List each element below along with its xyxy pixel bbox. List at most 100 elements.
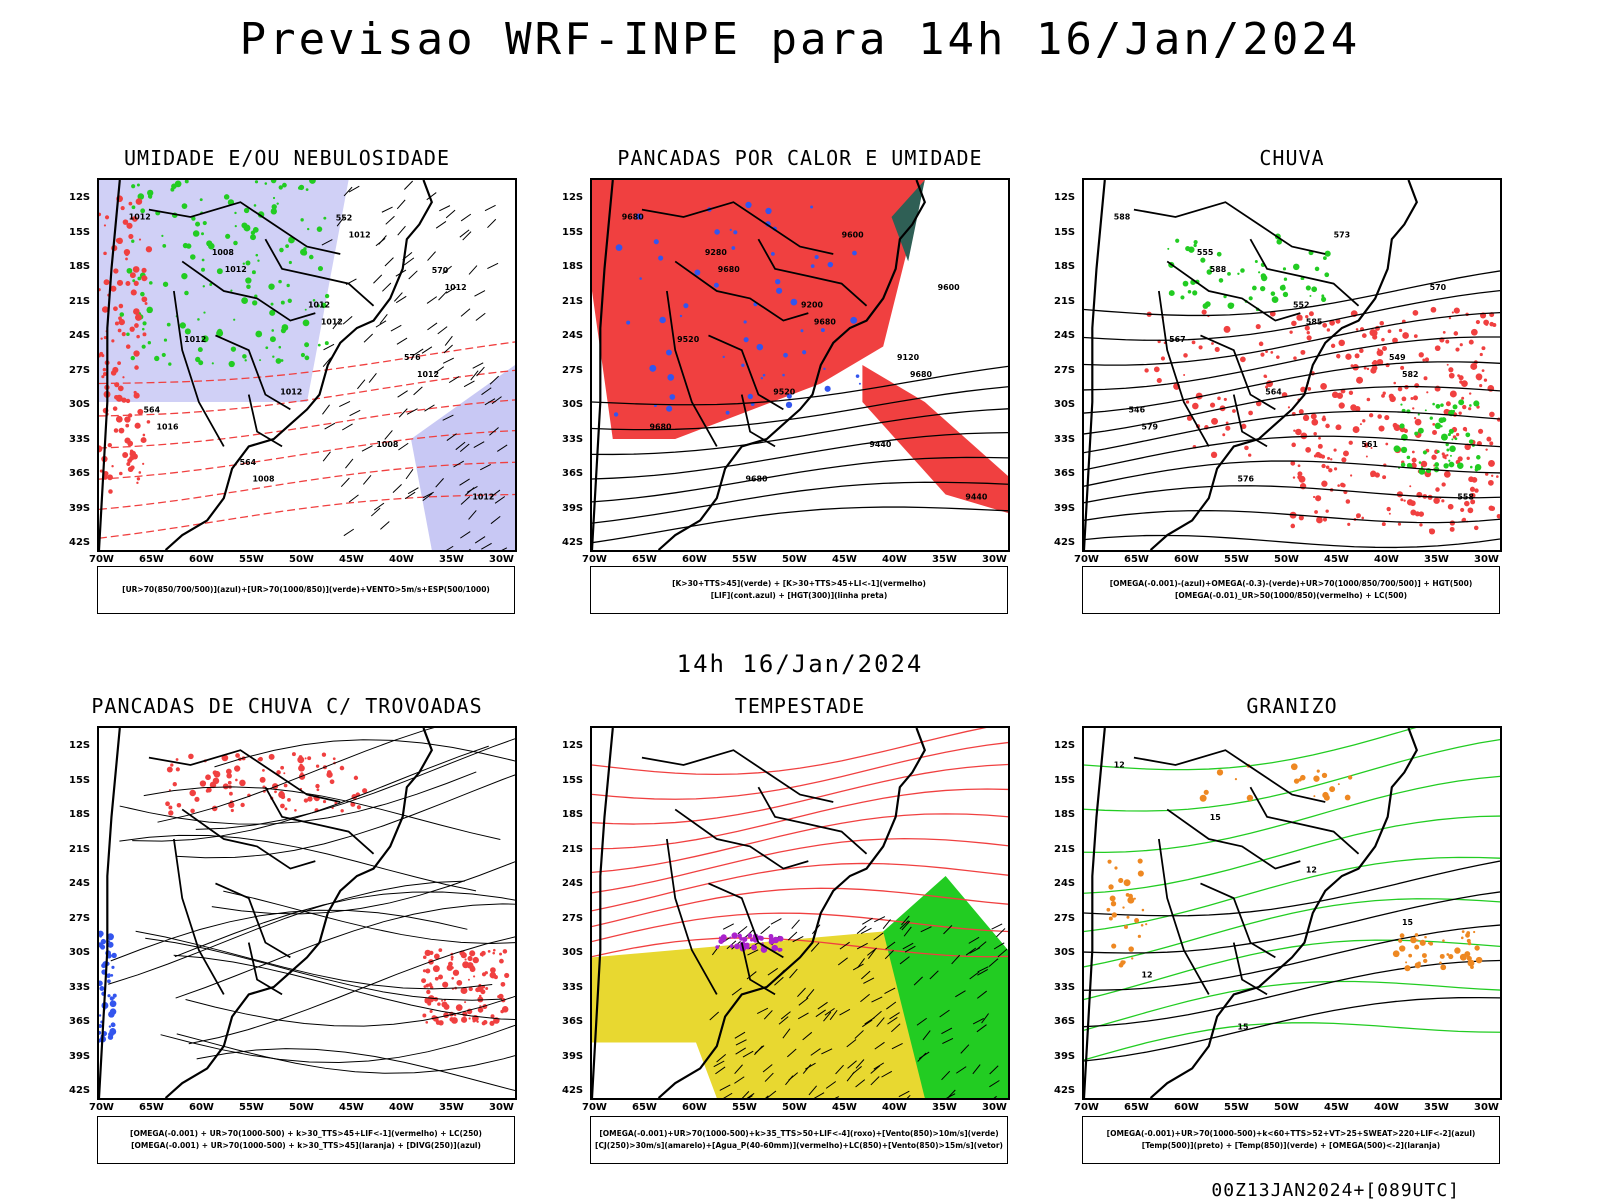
storm-area bbox=[492, 951, 495, 955]
red-contour bbox=[125, 257, 128, 261]
rain-area-green bbox=[1448, 459, 1451, 462]
rain-area bbox=[1248, 410, 1253, 416]
green-humidity-contour bbox=[234, 225, 237, 228]
rain-area bbox=[1411, 457, 1417, 463]
wind-vector bbox=[494, 496, 506, 504]
contour-label: 576 bbox=[404, 353, 421, 362]
omega-area bbox=[1134, 918, 1140, 923]
rain-area bbox=[1291, 320, 1297, 327]
storm-area bbox=[427, 995, 435, 1003]
wind-vector bbox=[382, 282, 392, 292]
wind-vector bbox=[373, 274, 383, 284]
rain-area bbox=[1403, 428, 1408, 433]
streamline bbox=[143, 786, 501, 840]
rain-area bbox=[1359, 348, 1364, 354]
severe-storm-area bbox=[720, 934, 727, 941]
wind-vector bbox=[901, 915, 910, 926]
height-contour bbox=[592, 432, 1008, 480]
omega-area bbox=[1203, 789, 1209, 795]
severe-storm-area bbox=[718, 936, 722, 939]
latitude-tick-label: 30S bbox=[69, 947, 91, 958]
omega-area bbox=[1137, 858, 1143, 864]
severe-storm-area bbox=[747, 933, 753, 938]
thickness-contour bbox=[99, 461, 515, 510]
rain-area bbox=[1312, 495, 1316, 499]
green-humidity-contour bbox=[309, 180, 316, 184]
wind-vector bbox=[487, 262, 499, 269]
omega-area bbox=[1141, 908, 1145, 912]
country-border bbox=[1166, 808, 1301, 870]
wind-vector bbox=[343, 186, 353, 197]
humidity-area bbox=[411, 365, 515, 550]
red-contour bbox=[99, 445, 103, 453]
rain-area bbox=[1401, 396, 1407, 402]
longitude-tick-label: 70W bbox=[89, 554, 114, 565]
rain-area-green bbox=[1449, 454, 1452, 457]
rain-area bbox=[1457, 456, 1463, 462]
wind-vector bbox=[408, 270, 418, 280]
latitude-tick-label: 24S bbox=[1054, 878, 1076, 889]
green-humidity-contour bbox=[131, 239, 135, 243]
lifted-index-contour bbox=[810, 264, 815, 268]
rain-area-green bbox=[1446, 448, 1450, 452]
red-contour bbox=[103, 470, 109, 477]
rain-area bbox=[1355, 328, 1359, 331]
storm-area bbox=[469, 950, 476, 957]
storm-area bbox=[467, 955, 473, 962]
streamline bbox=[132, 745, 489, 842]
contour-label: 570 bbox=[1430, 283, 1447, 292]
rain-area-green bbox=[1193, 243, 1197, 248]
rain-area-green bbox=[1200, 257, 1206, 263]
red-contour bbox=[104, 215, 110, 220]
wind-vector bbox=[885, 941, 896, 950]
rain-area bbox=[1300, 349, 1306, 355]
lifted-index-contour bbox=[722, 355, 725, 359]
wind-vector bbox=[322, 451, 331, 462]
green-humidity-contour bbox=[191, 216, 196, 221]
green-humidity-contour bbox=[202, 220, 207, 226]
precipitable-water-contour bbox=[592, 741, 1008, 800]
storm-area bbox=[175, 758, 179, 761]
rain-area bbox=[1144, 368, 1149, 373]
severe-storm-area bbox=[736, 945, 740, 948]
latitude-tick-label: 24S bbox=[1054, 330, 1076, 341]
divergence-area bbox=[99, 986, 105, 991]
panel-title: PANCADAS DE CHUVA C/ TROVOADAS bbox=[91, 694, 483, 718]
omega-area bbox=[1399, 945, 1406, 952]
rain-area bbox=[1443, 471, 1451, 478]
page-title: Previsao WRF-INPE para 14h 16/Jan/2024 bbox=[239, 14, 1361, 65]
wind-vector bbox=[734, 1031, 746, 1039]
coastline bbox=[657, 728, 926, 1098]
coastline bbox=[164, 728, 433, 1098]
red-contour bbox=[108, 489, 113, 494]
rain-area bbox=[1432, 429, 1438, 435]
severe-storm-area bbox=[751, 944, 758, 951]
wind-vector bbox=[898, 1090, 910, 1098]
omega-area bbox=[1442, 939, 1445, 942]
green-humidity-contour bbox=[201, 232, 204, 236]
wind-vector bbox=[373, 502, 385, 511]
rain-area-green bbox=[1167, 247, 1170, 250]
latitude-tick-label: 15S bbox=[1054, 774, 1076, 786]
green-humidity-contour bbox=[304, 342, 310, 348]
rain-area bbox=[1441, 499, 1445, 503]
rain-area-green bbox=[1271, 296, 1279, 303]
red-contour bbox=[101, 375, 105, 379]
storm-area bbox=[460, 987, 468, 995]
rain-area-green bbox=[1476, 455, 1481, 460]
wind-vector bbox=[501, 547, 508, 550]
thickness-contour bbox=[99, 399, 515, 449]
rain-area-green bbox=[1458, 399, 1465, 406]
lifted-index-contour bbox=[639, 277, 642, 280]
rain-area bbox=[1449, 520, 1456, 526]
streamline bbox=[173, 954, 515, 1020]
wind-vector bbox=[874, 1041, 885, 1050]
wind-vector bbox=[813, 1092, 825, 1098]
red-contour bbox=[141, 267, 147, 273]
storm-area bbox=[500, 981, 506, 987]
omega-area bbox=[1137, 934, 1141, 938]
rain-area bbox=[1462, 517, 1467, 522]
wind-vector bbox=[856, 925, 867, 934]
green-humidity-contour bbox=[216, 268, 223, 275]
rain-area bbox=[1485, 448, 1488, 451]
